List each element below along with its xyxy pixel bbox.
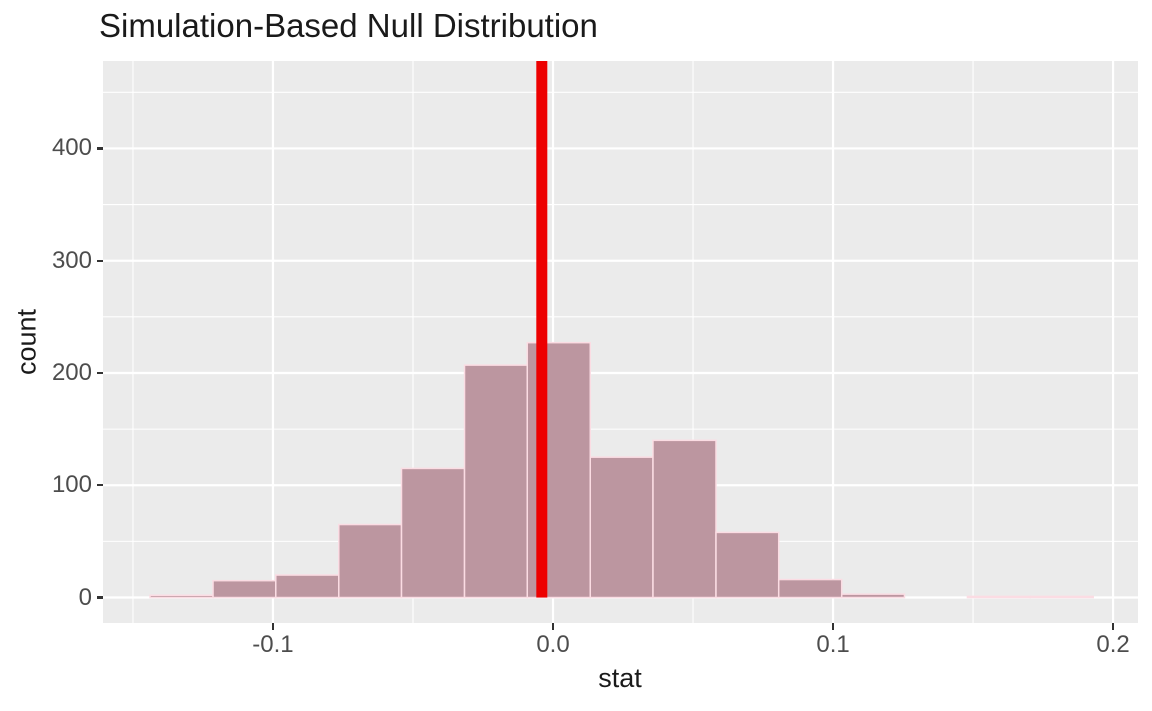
- plot-title: Simulation-Based Null Distribution: [99, 7, 598, 44]
- plot-panel: [103, 61, 1138, 623]
- histogram-bar: [463, 364, 528, 599]
- y-tick-label: 400: [51, 134, 92, 162]
- histogram-bar: [966, 595, 1031, 599]
- histogram-bar: [149, 594, 214, 599]
- x-tick-mark: [831, 623, 835, 630]
- observed-stat-line: [536, 61, 548, 598]
- x-tick-mark: [1111, 623, 1115, 630]
- histogram-bar: [400, 467, 466, 599]
- x-tick-label: 0.2: [1096, 631, 1130, 658]
- histogram-bar: [589, 456, 654, 599]
- x-tick-label: -0.1: [252, 631, 294, 658]
- histogram-bar: [840, 593, 906, 599]
- x-tick-mark: [271, 623, 275, 630]
- histogram-canvas: [103, 61, 1138, 623]
- x-tick-label: 0.1: [816, 631, 850, 658]
- y-tick-label: 200: [51, 358, 92, 386]
- y-tick-label: 100: [51, 471, 92, 499]
- histogram-bar: [652, 439, 717, 599]
- y-tick-label: 0: [78, 583, 92, 611]
- histogram-bar: [715, 531, 780, 599]
- x-tick-label: 0.0: [536, 631, 570, 658]
- y-tick-mark: [96, 147, 103, 150]
- y-tick-mark: [96, 371, 103, 375]
- histogram-bar: [275, 574, 340, 599]
- histogram-bar: [338, 523, 403, 599]
- x-tick-mark: [551, 623, 555, 630]
- y-tick-mark: [96, 259, 103, 262]
- histogram-bar: [1029, 595, 1094, 599]
- y-tick-mark: [96, 596, 103, 599]
- x-axis-title: stat: [598, 663, 642, 693]
- histogram-bar: [212, 579, 277, 599]
- y-tick-mark: [96, 484, 103, 487]
- histogram-bar: [777, 578, 843, 599]
- y-tick-label: 300: [51, 246, 92, 274]
